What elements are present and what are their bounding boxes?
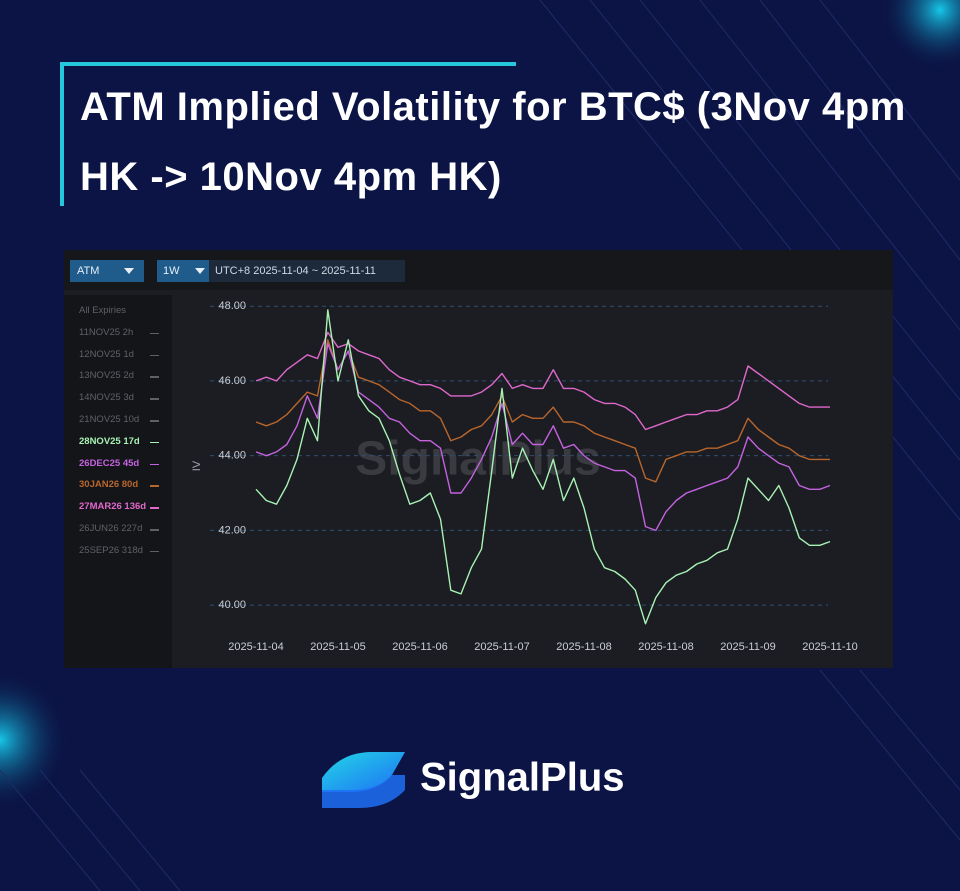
title-frame bbox=[60, 62, 516, 206]
y-tick-label: 44.00 bbox=[218, 450, 246, 462]
legend-swatch bbox=[150, 332, 159, 335]
expiry-item[interactable]: 12NOV25 1d bbox=[79, 348, 134, 360]
glow bbox=[0, 670, 70, 810]
expiry-item[interactable]: 21NOV25 10d bbox=[79, 414, 140, 425]
glow bbox=[880, 0, 960, 70]
x-tick-label: 2025-11-08 bbox=[638, 641, 693, 653]
dropdown[interactable] bbox=[157, 260, 209, 282]
legend-swatch bbox=[150, 485, 159, 487]
y-tick-label: 40.00 bbox=[218, 599, 246, 611]
dropdown-label: 1W bbox=[163, 265, 180, 277]
expiry-item[interactable]: 25SEP26 318d bbox=[79, 544, 143, 556]
expiry-item[interactable]: All Expiries bbox=[79, 305, 126, 316]
x-tick-label: 2025-11-06 bbox=[392, 641, 447, 653]
legend-swatch bbox=[150, 354, 159, 357]
title: ATM Implied Volatility for BTC$ (3Nov 4p… bbox=[80, 85, 906, 199]
expiry-item[interactable]: 26DEC25 45d bbox=[79, 457, 140, 469]
expiry-item[interactable]: 27MAR26 136d bbox=[79, 501, 147, 513]
watermark: SignalPlus bbox=[355, 433, 600, 486]
date-range[interactable] bbox=[209, 260, 405, 282]
legend-swatch bbox=[150, 507, 159, 509]
x-tick-label: 2025-11-10 bbox=[802, 641, 857, 653]
expiry-item[interactable]: 11NOV25 2h bbox=[79, 326, 134, 338]
legend-swatch bbox=[150, 376, 159, 378]
expiry-item[interactable]: 28NOV25 17d bbox=[79, 435, 140, 447]
y-axis-label: IV bbox=[191, 460, 203, 471]
series-line bbox=[255, 309, 831, 625]
y-tick-label: 48.00 bbox=[218, 300, 246, 312]
date-range-label: UTC+8 2025-11-04 ~ 2025-11-11 bbox=[215, 265, 376, 277]
logo bbox=[322, 752, 405, 808]
x-tick-label: 2025-11-08 bbox=[556, 641, 611, 653]
expiry-list: All Expiries 11NOV25 2h 12NOV25 1d 13NOV25 … bbox=[64, 295, 172, 668]
x-tick-label: 2025-11-07 bbox=[474, 641, 529, 653]
brand-name: SignalPlus bbox=[420, 756, 625, 800]
legend-swatch bbox=[150, 529, 159, 531]
series-line bbox=[255, 342, 831, 532]
x-tick-label: 2025-11-05 bbox=[310, 641, 365, 653]
chart-panel bbox=[64, 250, 893, 668]
y-tick-label: 42.00 bbox=[218, 524, 246, 536]
legend-swatch bbox=[150, 463, 159, 466]
dropdown-label: ATM bbox=[77, 265, 99, 277]
legend-swatch bbox=[150, 550, 159, 553]
expiry-item[interactable]: 14NOV25 3d bbox=[79, 392, 134, 404]
x-tick-label: 2025-11-04 bbox=[228, 641, 283, 653]
x-tick-label: 2025-11-09 bbox=[720, 641, 775, 653]
expiry-item[interactable]: 13NOV25 2d bbox=[79, 370, 134, 382]
logo-mark bbox=[322, 775, 405, 808]
expiry-item[interactable]: 30JAN26 80d bbox=[79, 479, 139, 491]
caret bbox=[124, 268, 134, 274]
legend-swatch bbox=[150, 398, 159, 400]
dropdown[interactable] bbox=[70, 260, 144, 282]
series-line bbox=[255, 331, 830, 431]
legend-swatch bbox=[150, 420, 159, 422]
legend-swatch bbox=[150, 441, 159, 444]
plot: 40.00 42.00 44.00 46.00 48.00 2025-11-04 2025-… bbox=[210, 300, 858, 653]
y-tick-label: 46.00 bbox=[218, 375, 246, 387]
caret bbox=[195, 268, 205, 274]
expiry-item[interactable]: 26JUN26 227d bbox=[79, 523, 143, 534]
